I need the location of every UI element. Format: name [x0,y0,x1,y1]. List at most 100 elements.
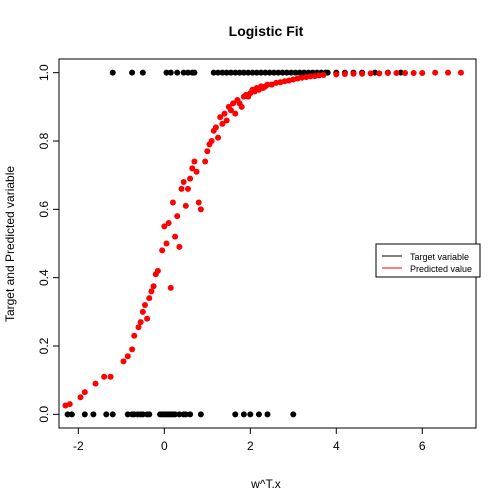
predicted-point [410,70,417,77]
predicted-point [384,70,391,77]
predicted-point [238,103,245,110]
target-point [301,69,308,76]
target-point [245,69,252,76]
predicted-point [230,100,237,107]
target-point [81,411,88,418]
predicted-point [402,70,409,77]
predicted-point [193,168,200,175]
target-point [184,69,191,76]
target-point [182,411,189,418]
predicted-point [264,81,271,88]
predicted-point [445,69,452,76]
target-point [270,69,277,76]
target-point [227,69,234,76]
target-point [180,69,187,76]
y-axis-label: Target and Predicted variable [3,166,17,322]
target-point [253,69,260,76]
predicted-point [172,233,179,240]
predicted-point [144,315,151,322]
predicted-point [92,380,99,387]
predicted-point [215,134,222,141]
predicted-point [232,110,239,117]
target-point [109,69,116,76]
predicted-point [150,283,157,290]
x-tick-label: 4 [333,439,340,453]
target-point [296,69,303,76]
predicted-point [176,243,183,250]
predicted-point [189,165,196,172]
predicted-point [178,185,185,192]
target-point [191,69,198,76]
target-point [283,69,290,76]
predicted-point [195,199,202,206]
predicted-point [432,69,439,76]
predicted-point [77,394,84,401]
predicted-point [393,70,400,77]
target-point [103,411,110,418]
predicted-point [174,213,181,220]
predicted-point [227,107,234,114]
chart-title: Logistic Fit [229,23,304,39]
target-point [275,69,282,76]
target-point [210,69,217,76]
predicted-point [316,72,323,79]
predicted-point [107,373,114,380]
target-point [197,411,204,418]
predicted-point [367,70,374,77]
predicted-point [131,332,138,339]
predicted-point [81,389,88,396]
predicted-point [208,138,215,144]
predicted-point [146,295,153,302]
predicted-point [129,346,136,353]
predicted-point [376,70,383,77]
y-tick-label: 0.4 [37,269,51,286]
predicted-point [221,110,228,117]
predicted-point [148,288,155,295]
predicted-point [139,308,146,315]
target-point [258,69,265,76]
target-point [264,411,271,418]
predicted-point [182,202,189,209]
x-tick-label: -2 [73,439,84,453]
target-point [247,411,254,418]
predicted-point [159,247,166,254]
target-variable-series [64,69,404,418]
y-tick-label: 1.0 [37,64,51,81]
target-point [68,411,75,418]
target-point [129,69,136,76]
target-point [90,411,97,418]
target-point [288,69,295,76]
predicted-point [135,324,142,331]
x-tick-label: 2 [247,439,254,453]
target-point [167,69,174,76]
predicted-point [165,220,172,226]
predicted-point [341,71,348,78]
target-point [255,411,262,418]
predicted-point [180,179,187,185]
target-point [176,411,183,418]
target-point [223,69,230,76]
legend-label-predicted: Predicted value [410,264,472,274]
predicted-point [137,319,144,326]
target-point [292,69,299,76]
target-point [397,69,404,76]
predicted-point [167,284,174,291]
target-point [172,411,179,418]
target-point [174,69,181,76]
target-point [240,411,247,418]
x-axis-label: w^T.x [250,477,281,491]
predicted-point [187,175,194,182]
target-point [262,69,269,76]
predicted-point [124,353,131,360]
predicted-point [154,267,161,274]
y-tick-label: 0.0 [37,406,51,423]
predicted-point [191,158,198,165]
target-point [232,411,239,418]
legend: Target variable Predicted value [375,243,481,278]
target-point [146,411,153,418]
predicted-point [66,401,73,408]
predicted-point [169,199,176,206]
target-point [109,411,116,418]
y-tick-label: 0.6 [37,201,51,218]
predicted-point [101,373,108,380]
